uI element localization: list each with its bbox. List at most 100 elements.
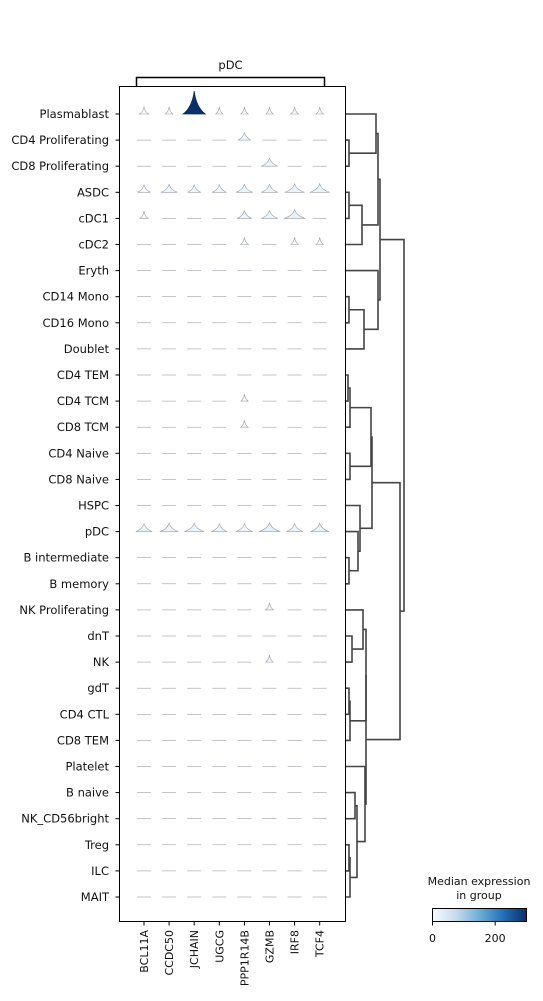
violin-cd4-proliferating-ppp1r14b [237,132,252,141]
dendrogram-link [346,191,350,220]
violin-cdc2-ppp1r14b [239,237,250,245]
dendrogram-link [350,406,372,468]
violin-cdc1-irf8 [283,208,306,219]
violin-asdc-bcl11a [137,184,151,193]
dendrogram-link [346,687,350,716]
violin-pdc-irf8 [286,523,303,532]
violin-plasmablast-irf8 [289,106,300,115]
cell-type-label: B intermediate [23,551,109,565]
gene-label: PPP1R14B [238,930,251,986]
cell-type-label: NK_CD56bright [21,812,109,826]
violin-cdc1-ppp1r14b [237,210,252,219]
violin-pdc-bcl11a [135,523,153,532]
violin-pdc-gzmb [258,521,281,532]
dendrogram-link [346,269,379,331]
violin-asdc-ugcg [211,184,227,193]
dendrogram-link [366,481,401,741]
dendrogram-link [350,804,358,879]
cell-type-label: Doublet [64,342,110,356]
dendrogram-link [346,844,350,872]
gene-label: BCL11A [138,930,151,973]
colorbar: Median expression in group 0 200 [428,875,531,945]
violin-cdc2-tcf4 [315,237,325,245]
cell-type-label: CD4 CTL [60,707,110,721]
violin-pdc-ugcg [211,523,228,532]
dendrogram-link [346,530,359,572]
dendrogram-link [346,635,353,663]
violin-pdc-ccdc50 [159,522,179,532]
violin-asdc-irf8 [284,182,305,193]
cell-type-label: CD16 Mono [43,316,109,330]
cell-type-label: pDC [85,525,109,539]
gene-label: GZMB [264,930,277,963]
group-label: pDC [218,58,242,72]
cell-type-label: CD4 Proliferating [11,133,109,147]
cell-type-label: B naive [66,786,109,800]
cell-type-label: CD8 TEM [57,733,109,747]
violin-pdc-tcf4 [310,522,330,532]
violin-pdc-ppp1r14b [235,522,254,532]
cell-type-label: cDC2 [78,238,109,252]
cell-type-label: MAIT [81,890,110,904]
cell-type-label: Plasmablast [40,107,110,121]
cell-type-label: B memory [49,577,109,591]
dendrogram-link [380,238,405,612]
cell-type-label: cDC1 [78,211,109,225]
violin-plasmablast-ppp1r14b [239,106,250,115]
violin-plasmablast-tcf4 [315,106,325,115]
gene-labels: BCL11A CCDC50 JCHAIN UGCG PPP1R14B GZMB IRF8 TC… [138,921,327,986]
dendrogram-link [346,609,364,650]
cell-type-label: NK Proliferating [19,603,109,617]
plot-frame [119,86,346,922]
gene-label: IRF8 [289,930,302,954]
dendrogram-link [346,295,350,324]
colorbar-title-line2: in group [456,889,501,902]
violins [135,90,330,898]
cell-type-label: gdT [87,681,110,695]
cell-type-label: Platelet [65,760,109,774]
violin-asdc-jchain [187,184,201,193]
cell-type-label: HSPC [78,499,109,513]
violin-cd8-proliferating-gzmb [261,157,278,167]
violin-nk-proliferating-gzmb [264,602,275,611]
gene-label: UGCG [213,930,226,963]
colorbar-gradient [432,908,527,922]
violin-plasmablast-ccdc50 [164,106,174,115]
cell-type-label: CD8 Proliferating [11,159,109,173]
cell-type-label: ASDC [77,185,109,199]
violin-cd4-tcm-ppp1r14b [239,393,250,402]
colorbar-tick-label: 0 [429,932,436,945]
cell-type-label: dnT [87,629,110,643]
violin-cd8-tcm-ppp1r14b [239,420,250,428]
cell-type-label: Treg [84,838,109,852]
group-bracket: pDC [135,58,326,86]
cell-type-label: NK [93,655,110,669]
cell-type-label: ILC [91,864,109,878]
violin-pdc-jchain [184,522,205,532]
violin-cdc1-bcl11a [138,211,150,219]
group-bracket-line [135,76,326,86]
cell-type-label: CD8 Naive [48,472,109,486]
violin-plasmablast-bcl11a [138,106,150,115]
gene-label: JCHAIN [188,930,201,969]
dendrogram-link [346,452,351,481]
violin-nk-gzmb [264,654,275,663]
dendrogram-link [346,113,377,154]
cell-type-label: CD4 TCM [57,394,109,408]
cell-type-label: CD4 TEM [57,368,109,382]
dendrogram-link [346,556,350,585]
dendrogram-link [346,374,349,402]
dendrogram-link [346,791,356,820]
colorbar-tick-label: 200 [485,932,506,945]
colorbar-title-line1: Median expression [428,875,531,888]
violin-plasmablast-gzmb [264,106,275,115]
dendrogram-link [346,857,351,898]
violin-plasmablast-ugcg [214,106,224,115]
cell-type-label: CD8 TCM [57,420,109,434]
cell-type-label: Eryth [78,264,109,278]
cell-type-labels: Plasmablast CD4 Proliferating CD8 Prolifer… [11,107,120,904]
violin-asdc-ppp1r14b [236,184,253,193]
violin-asdc-gzmb [261,184,278,193]
gene-label: TCF4 [314,930,327,958]
